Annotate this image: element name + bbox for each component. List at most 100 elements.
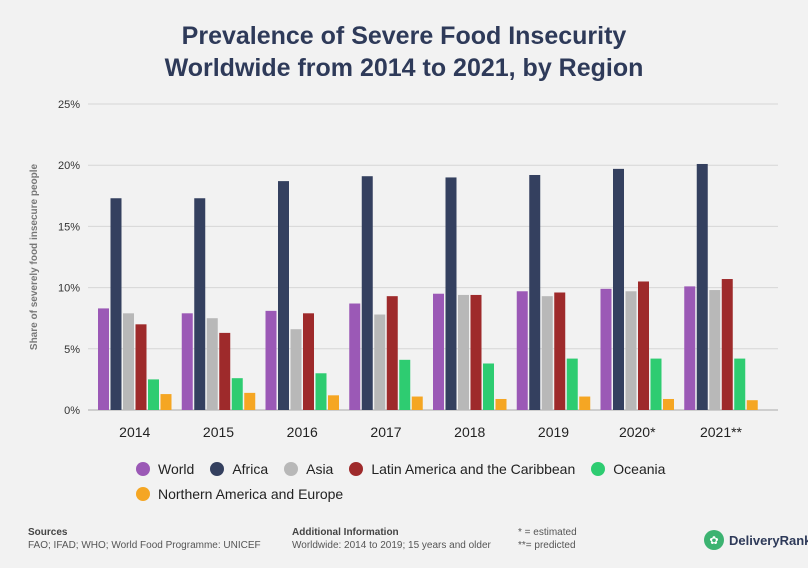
bar-latin-america-and-the-caribbean-2015 xyxy=(219,332,231,410)
legend-swatch xyxy=(284,461,299,476)
x-tick-label: 2017 xyxy=(370,424,401,440)
bar-oceania-2014 xyxy=(148,379,159,410)
bar-africa-2019 xyxy=(529,174,541,410)
brand-name: DeliveryRank xyxy=(729,532,808,548)
y-tick-label: 5% xyxy=(64,344,80,356)
bar-africa-2015 xyxy=(194,198,206,410)
legend-item-latin-america-and-the-caribbean: Latin America and the Caribbean xyxy=(349,461,575,477)
info-text: Worldwide: 2014 to 2019; 15 years and ol… xyxy=(292,540,491,551)
x-tick-label: 2015 xyxy=(203,424,234,440)
legend-label: Africa xyxy=(232,460,269,477)
legend-swatch xyxy=(136,486,150,501)
bar-world-2015 xyxy=(181,313,193,410)
bar-asia-2016 xyxy=(290,329,302,410)
y-tick-label: 0% xyxy=(64,405,80,417)
bar-world-2020 xyxy=(600,288,612,410)
bar-oceania-2015 xyxy=(231,378,243,410)
legend: World Africa Asia Latin America and the Car… xyxy=(136,456,696,506)
bar-world-2021 xyxy=(684,286,696,410)
legend-item-asia: Asia xyxy=(284,461,333,477)
legend-swatch xyxy=(136,461,150,476)
bar-africa-2016 xyxy=(278,181,289,410)
brand-logo: ✿ DeliveryRank xyxy=(704,530,808,550)
bar-world-2018 xyxy=(433,293,444,410)
note-predicted: **= predicted xyxy=(518,540,576,551)
bar-northern-america-and-europe-2014 xyxy=(160,394,172,410)
bar-asia-2019 xyxy=(541,296,553,410)
bar-asia-2018 xyxy=(458,294,469,410)
legend-swatch xyxy=(349,461,364,476)
x-tick-label: 2014 xyxy=(119,424,150,440)
bar-northern-america-and-europe-2018 xyxy=(495,398,507,410)
x-tick-label: 2019 xyxy=(538,424,569,440)
y-axis-label: Share of severely food insecure people xyxy=(29,163,40,350)
footer-notes: * = estimated **= predicted xyxy=(518,526,577,552)
bar-asia-2017 xyxy=(374,314,386,410)
x-tick-label: 2021** xyxy=(700,424,743,440)
bar-africa-2018 xyxy=(445,177,457,410)
bar-northern-america-and-europe-2019 xyxy=(579,396,591,410)
bar-world-2014 xyxy=(98,308,109,410)
bar-asia-2021 xyxy=(709,290,721,410)
y-tick-label: 25% xyxy=(58,99,80,111)
x-tick-label: 2018 xyxy=(454,424,485,440)
chart-title-line2: Worldwide from 2014 to 2021, by Region xyxy=(164,54,644,82)
footer-info: Additional Information Worldwide: 2014 t… xyxy=(292,526,491,552)
sources-heading: Sources xyxy=(28,527,68,538)
footer-sources: Sources FAO; IFAD; WHO; World Food Progr… xyxy=(28,526,261,552)
bar-latin-america-and-the-caribbean-2014 xyxy=(135,324,147,410)
bar-africa-2017 xyxy=(361,176,373,410)
note-estimated: * = estimated xyxy=(518,527,577,538)
bar-oceania-2018 xyxy=(483,363,494,410)
bar-northern-america-and-europe-2020 xyxy=(663,398,674,410)
legend-swatch xyxy=(591,461,606,476)
bar-africa-2021 xyxy=(696,163,708,410)
legend-label: Northern America and Europe xyxy=(158,485,344,502)
bar-asia-2020 xyxy=(625,291,637,410)
legend-label: Latin America and the Caribbean xyxy=(371,460,576,477)
y-tick-label: 20% xyxy=(58,160,80,172)
bar-latin-america-and-the-caribbean-2019 xyxy=(554,292,566,410)
bar-world-2016 xyxy=(265,310,277,410)
bar-latin-america-and-the-caribbean-2021 xyxy=(721,279,733,410)
x-tick-label: 2020* xyxy=(619,424,656,440)
bar-oceania-2019 xyxy=(566,358,578,410)
bar-asia-2015 xyxy=(206,318,218,410)
bar-oceania-2021 xyxy=(734,358,746,410)
bar-northern-america-and-europe-2016 xyxy=(328,395,339,410)
legend-row: Northern America and Europe xyxy=(136,481,696,506)
bar-latin-america-and-the-caribbean-2016 xyxy=(303,313,314,410)
bar-world-2019 xyxy=(516,291,528,410)
sources-text: FAO; IFAD; WHO; World Food Programme: UN… xyxy=(28,540,261,551)
x-tick-label: 2016 xyxy=(287,424,318,440)
legend-row: World Africa Asia Latin America and the Car… xyxy=(136,456,696,481)
legend-item-northern-america-and-europe: Northern America and Europe xyxy=(136,486,343,502)
legend-item-africa: Africa xyxy=(210,461,268,477)
bar-africa-2014 xyxy=(110,198,122,410)
chart-title-line1: Prevalence of Severe Food Insecurity xyxy=(181,22,627,50)
bar-latin-america-and-the-caribbean-2017 xyxy=(386,296,398,410)
info-heading: Additional Information xyxy=(292,527,399,538)
legend-label: World xyxy=(158,460,195,477)
legend-label: Asia xyxy=(306,460,334,477)
y-tick-label: 10% xyxy=(58,283,80,295)
bar-oceania-2017 xyxy=(399,359,411,410)
bar-world-2017 xyxy=(349,303,361,410)
bar-chart: 0% 5% 10% 15% 20% 25% Share of severely food i… xyxy=(29,99,778,440)
legend-item-world: World xyxy=(136,461,194,477)
bar-oceania-2016 xyxy=(315,373,327,410)
bar-africa-2020 xyxy=(613,168,624,410)
leaf-icon: ✿ xyxy=(704,530,724,550)
bar-latin-america-and-the-caribbean-2018 xyxy=(470,294,482,410)
bar-northern-america-and-europe-2015 xyxy=(244,392,256,410)
chart-title: Prevalence of Severe Food Insecurity Wor… xyxy=(0,20,808,84)
legend-label: Oceania xyxy=(613,460,666,477)
legend-item-oceania: Oceania xyxy=(591,461,665,477)
y-tick-label: 15% xyxy=(58,221,80,233)
bar-asia-2014 xyxy=(123,313,134,410)
bar-oceania-2020 xyxy=(650,358,662,410)
bar-latin-america-and-the-caribbean-2020 xyxy=(638,281,649,410)
legend-swatch xyxy=(210,461,225,476)
bar-northern-america-and-europe-2017 xyxy=(411,396,423,410)
bar-northern-america-and-europe-2021 xyxy=(746,400,758,410)
